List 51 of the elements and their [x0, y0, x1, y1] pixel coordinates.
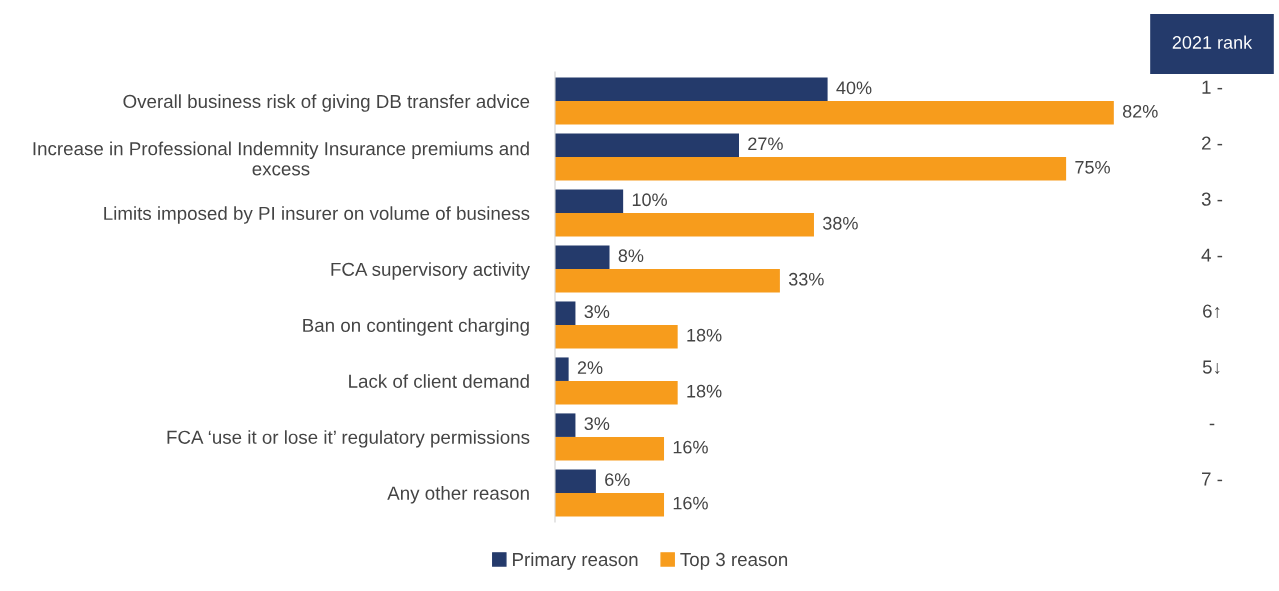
- text: -: [1209, 423, 1215, 426]
- text: 1 -: [1202, 80, 1223, 94]
- data-label: 16%: [673, 496, 708, 510]
- bar: [555, 380, 678, 405]
- bar: [555, 77, 828, 102]
- data-label: 3%: [584, 305, 610, 319]
- data-label: 82%: [1122, 104, 1158, 118]
- data-label: 27%: [748, 137, 783, 151]
- y-tick-label: Limits imposed by PI insurer on volume of business: [104, 206, 530, 224]
- bar: [555, 157, 1067, 181]
- y-tick-label: Increase in Professional Indemnity Insurance premiums and excess: [33, 141, 529, 176]
- data-label: 8%: [618, 249, 644, 263]
- text: 2 -: [1202, 136, 1223, 150]
- y-tick-label: Overall business risk of giving DB transfer advice: [123, 94, 530, 112]
- text: 3 -: [1201, 192, 1223, 206]
- data-label: 40%: [836, 81, 872, 95]
- bar: [555, 357, 569, 381]
- text: 7 -: [1202, 472, 1223, 486]
- y-tick-label: FCA ‘use it or lose it’ regulatory permissions: [167, 430, 530, 448]
- text: 2021 rank: [1172, 35, 1253, 49]
- data-label: 2%: [577, 361, 603, 374]
- bar: [555, 245, 610, 270]
- data-label: 10%: [632, 193, 667, 207]
- text: 5↓: [1202, 360, 1220, 375]
- bar: [555, 301, 576, 325]
- bar: [555, 133, 739, 158]
- bar: [555, 413, 576, 437]
- data-label: 16%: [673, 440, 708, 454]
- bar: [555, 469, 596, 493]
- text: 4 -: [1201, 248, 1223, 262]
- bar: [555, 101, 1114, 125]
- bar: [555, 436, 665, 461]
- text: 6↑: [1203, 304, 1220, 319]
- data-label: 75%: [1075, 160, 1110, 174]
- data-label: 33%: [788, 272, 824, 286]
- data-label: 18%: [687, 384, 722, 398]
- y-tick-label: Any other reason: [387, 486, 529, 504]
- bar: [555, 189, 624, 214]
- data-label: 38%: [822, 216, 858, 230]
- y-tick-label: FCA supervisory activity: [331, 262, 530, 280]
- data-label: 3%: [584, 417, 610, 431]
- bar: [555, 269, 780, 293]
- data-label: 18%: [687, 328, 722, 342]
- bar: [555, 324, 678, 349]
- legend-label: Top 3 reason: [680, 552, 788, 570]
- bar: [555, 492, 665, 517]
- data-label: 6%: [605, 473, 630, 486]
- y-tick-label: Ban on contingent charging: [303, 318, 529, 336]
- legend-label: Primary reason: [513, 552, 638, 570]
- bar: [555, 213, 814, 237]
- y-tick-label: Lack of client demand: [349, 374, 529, 388]
